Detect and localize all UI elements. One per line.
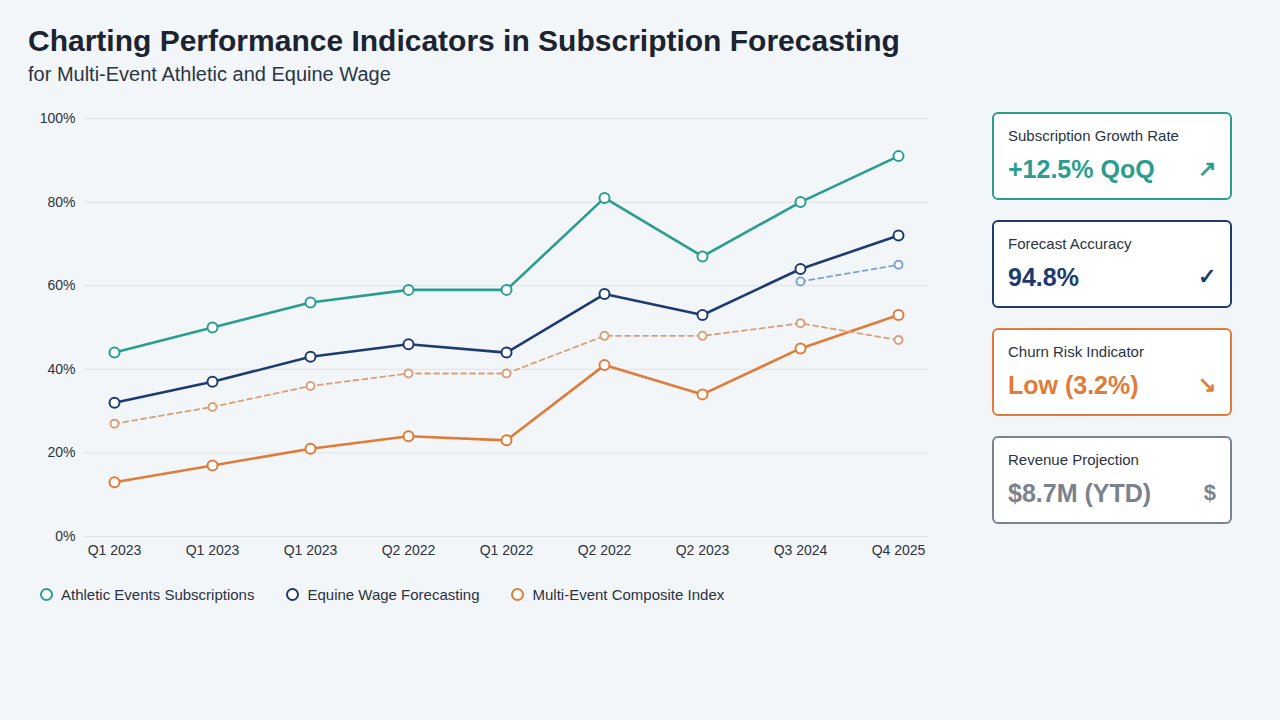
html-text:Subscription Growth Rate: Subscription Growth Rate: [1008, 127, 1179, 144]
svg-text:Q2 2022: Q2 2022: [382, 542, 436, 558]
html-text:Multi-Event Composite Index: Multi-Event Composite Index: [532, 586, 725, 603]
html-text:Low (3.2%): Low (3.2%): [1008, 371, 1139, 399]
svg-text:Q1 2023: Q1 2023: [186, 542, 240, 558]
svg-text:20%: 20%: [47, 444, 75, 460]
html-text:Churn Risk Indicator: Churn Risk Indicator: [1008, 343, 1144, 360]
svg-text:Q1 2022: Q1 2022: [480, 542, 534, 558]
html-text:$8.7M (YTD): $8.7M (YTD): [1008, 479, 1152, 507]
html-text:Charting Performance Indicator: Charting Performance Indicators in Subsc…: [28, 24, 900, 57]
svg-text:80%: 80%: [47, 194, 75, 210]
svg-text:Q2 2023: Q2 2023: [676, 542, 730, 558]
html-text:Athletic Events Subscriptions: Athletic Events Subscriptions: [61, 586, 255, 603]
svg-text:Q3 2024: Q3 2024: [774, 542, 828, 558]
svg-text:Q4 2025: Q4 2025: [872, 542, 926, 558]
html-text:for Multi-Event Athletic and E: for Multi-Event Athletic and Equine Wage: [28, 63, 391, 85]
html-text:94.8%: 94.8%: [1008, 263, 1079, 291]
svg-text:Q1 2023: Q1 2023: [88, 542, 142, 558]
html-text:Revenue Projection: Revenue Projection: [1008, 451, 1139, 468]
html-text:Forecast Accuracy: Forecast Accuracy: [1008, 235, 1132, 252]
html-text:Equine Wage Forecasting: Equine Wage Forecasting: [307, 586, 480, 603]
svg-text:Q1 2023: Q1 2023: [284, 542, 338, 558]
svg-text:0%: 0%: [55, 528, 75, 544]
svg-text:100%: 100%: [40, 110, 76, 126]
svg-text:Q2 2022: Q2 2022: [578, 542, 632, 558]
html-text:+12.5% QoQ: +12.5% QoQ: [1008, 155, 1155, 183]
svg-text:60%: 60%: [47, 277, 75, 293]
svg-text:40%: 40%: [47, 361, 75, 377]
